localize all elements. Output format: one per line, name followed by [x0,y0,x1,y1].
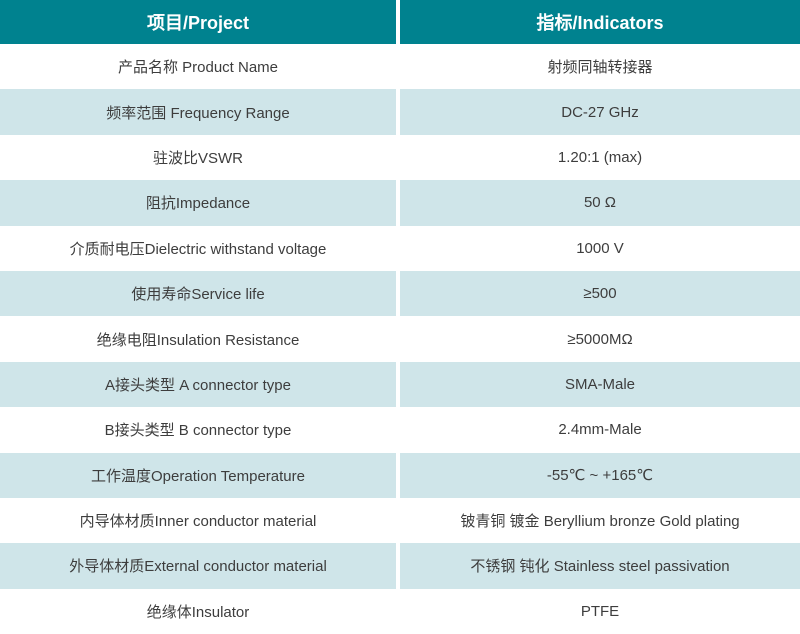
table-row: 产品名称 Product Name 射频同轴转接器 [0,44,800,90]
indicator-cell: 1.20:1 (max) [557,148,643,166]
indicator-cell: 射频同轴转接器 [547,59,653,77]
project-cell: 绝缘体Insulator [0,588,400,634]
indicator-cell: PTFE [580,602,620,620]
indicator-cell: -55℃ ~ +165℃ [546,467,654,485]
project-cell: 阻抗Impedance [0,180,400,226]
project-cell: B接头类型 B connector type [0,407,400,453]
project-cell: 绝缘电阻Insulation Resistance [0,316,400,362]
indicator-cell: 不锈钢 钝化 Stainless steel passivation [470,558,730,576]
indicator-cell: ≥500 [583,285,617,303]
table-row: B接头类型 B connector type 2.4mm-Male [0,407,800,453]
table-body: 产品名称 Product Name 射频同轴转接器 频率范围 Frequency… [0,44,800,634]
table-row: 驻波比VSWR 1.20:1 (max) [0,134,800,181]
table-row: A接头类型 A connector type SMA-Male [0,361,800,408]
indicator-cell: 50 Ω [583,194,617,212]
table-row: 工作温度Operation Temperature -55℃ ~ +165℃ [0,452,800,498]
project-cell: 产品名称 Product Name [0,44,400,90]
indicator-cell: 1000 V [576,239,624,257]
table-row: 绝缘体Insulator PTFE [0,588,800,634]
header-indicators: 指标/Indicators [536,13,664,33]
indicator-cell: 2.4mm-Male [558,421,642,439]
indicator-cell: SMA-Male [564,375,635,393]
project-cell: 频率范围 Frequency Range [0,89,400,135]
project-cell: 内导体材质Inner conductor material [0,497,400,544]
table-row: 阻抗Impedance 50 Ω [0,180,800,226]
project-cell: A接头类型 A connector type [0,361,400,408]
project-cell: 介质耐电压Dielectric withstand voltage [0,225,400,271]
project-cell: 使用寿命Service life [0,270,400,317]
header-project: 项目/Project [0,0,400,44]
table-row: 内导体材质Inner conductor material 铍青铜 镀金 Ber… [0,497,800,544]
table-row: 使用寿命Service life ≥500 [0,270,800,317]
indicator-cell: 铍青铜 镀金 Beryllium bronze Gold plating [460,513,740,531]
project-cell: 工作温度Operation Temperature [0,452,400,498]
indicator-cell: DC-27 GHz [561,103,639,121]
indicator-cell: ≥5000MΩ [567,330,633,348]
table-row: 绝缘电阻Insulation Resistance ≥5000MΩ [0,316,800,362]
table-header-row: 项目/Project 指标/Indicators [0,0,800,44]
project-cell: 驻波比VSWR [0,134,400,181]
project-cell: 外导体材质External conductor material [0,543,400,589]
table-row: 介质耐电压Dielectric withstand voltage 1000 V [0,225,800,271]
table-row: 外导体材质External conductor material 不锈钢 钝化 … [0,543,800,589]
table-row: 频率范围 Frequency Range DC-27 GHz [0,89,800,135]
